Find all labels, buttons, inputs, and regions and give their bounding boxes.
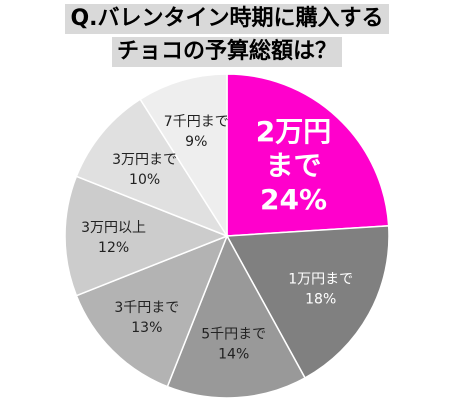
pie-labels: 2万円まで 24% 1万円まで 18% 5千円まで 14% 3千円まで 13% 3万円以上 12%… xyxy=(81,114,353,362)
pie-label-0-name-part: まで xyxy=(266,149,322,182)
pie-label-5-name: 3万円まで xyxy=(112,152,177,168)
pie-label-1-name: 1万円まで xyxy=(288,272,353,288)
pie-label-3: 3千円まで 13% xyxy=(114,300,179,336)
pie-label-2-value: 14% xyxy=(218,347,249,363)
pie-label-5-value: 10% xyxy=(129,172,160,188)
pie-label-5: 3万円まで 10% xyxy=(112,152,177,188)
pie-label-2-name: 5千円まで xyxy=(201,327,266,343)
pie-slice-0 xyxy=(226,73,390,237)
pie-slice-1 xyxy=(225,225,390,379)
pie-label-1: 1万円まで 18% xyxy=(288,272,353,308)
pie-label-2: 5千円まで 14% xyxy=(201,327,266,363)
pie-label-4-value: 12% xyxy=(98,240,129,256)
pie-label-3-value: 13% xyxy=(131,320,162,336)
pie-label-1-value: 18% xyxy=(305,292,336,308)
pie-slice-3 xyxy=(75,234,229,388)
pie-slice-5 xyxy=(75,98,229,238)
pie-label-4-name: 3万円以上 xyxy=(81,220,146,236)
pie-slice-4 xyxy=(64,175,230,297)
pie-slices xyxy=(64,73,390,399)
pie-label-0-value: 24% xyxy=(260,183,327,216)
chart-title-line-2: チョコの予算総額は？ xyxy=(111,37,342,67)
chart-title-line-1: Q.バレンタイン時期に購入する xyxy=(65,4,389,34)
pie-slice-2 xyxy=(166,234,307,399)
pie-label-6: 7千円まで 9% xyxy=(164,114,229,150)
chart-title: Q.バレンタイン時期に購入する チョコの予算総額は？ xyxy=(0,4,454,67)
pie-label-6-value: 9% xyxy=(185,134,207,150)
pie-label-6-name: 7千円まで xyxy=(164,114,229,130)
pie-label-0-name-part: 2万円 xyxy=(256,115,331,148)
pie-label-4: 3万円以上 12% xyxy=(81,220,146,256)
pie-label-0: 2万円まで 24% xyxy=(256,115,331,216)
pie-label-3-name: 3千円まで xyxy=(114,300,179,316)
pie-slice-6 xyxy=(139,73,228,239)
